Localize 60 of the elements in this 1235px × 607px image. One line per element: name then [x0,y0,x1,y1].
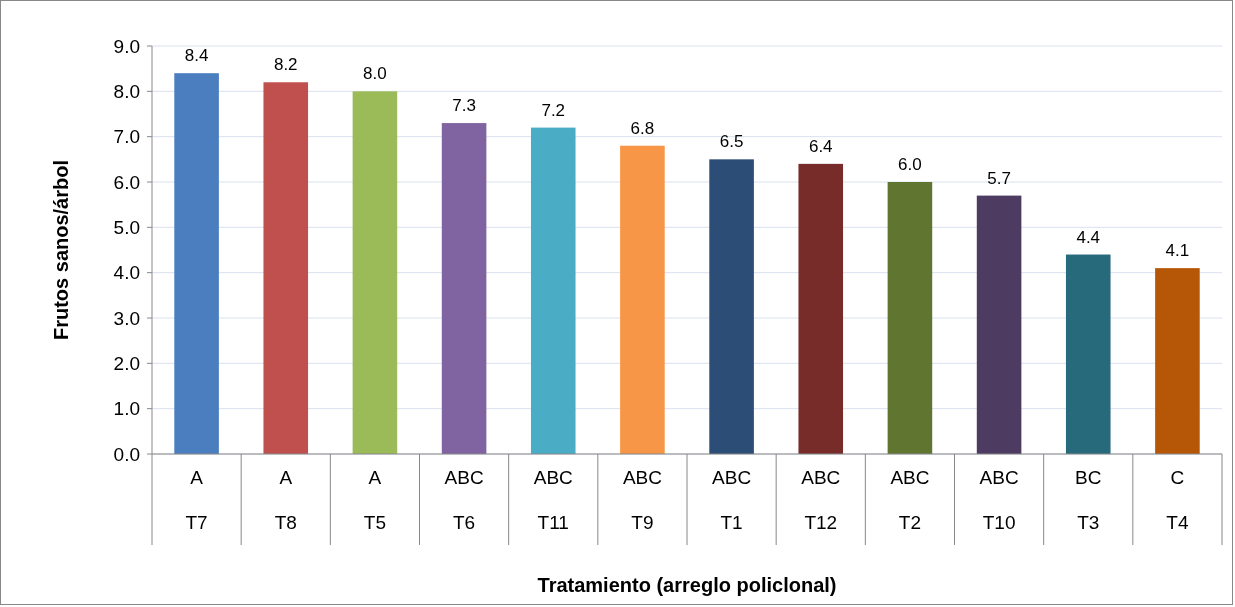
y-tick-label: 1.0 [113,398,140,420]
x-tick-label: T1 [720,511,743,533]
y-tick-label: 2.0 [113,352,140,374]
x-tick-label: T10 [982,511,1016,533]
data-label: 6.4 [808,136,833,156]
y-tick-label: 9.0 [113,35,140,57]
data-label: 7.3 [452,96,476,116]
text: A [190,466,204,488]
bar [1065,254,1111,454]
bar [352,91,398,454]
x-tick-label: T11 [537,511,569,533]
bar [441,123,487,454]
data-label: 5.7 [987,168,1011,188]
data-label: 7.2 [541,100,566,120]
data-label: 8.2 [273,55,298,75]
y-axis-title: Frutos sanos/árbol [50,159,72,341]
y-tick-label: 4.0 [113,262,140,284]
text: ABC [533,466,573,488]
bar [1155,268,1200,454]
bar [620,145,665,454]
y-tick-label: 7.0 [113,126,140,148]
text: ABC [801,466,841,488]
x-tick-label: T2 [898,511,922,533]
bar [798,163,844,454]
x-axis-title: Tratamiento (arreglo policlonal) [537,574,837,596]
text: ABC [979,466,1019,488]
bar [530,127,576,454]
y-tick-label: 3.0 [113,307,140,329]
bar [263,82,309,454]
x-tick-label: T5 [363,511,387,533]
text: ABC [890,466,930,488]
x-tick-label: T4 [1166,511,1189,533]
x-tick-label: T3 [1077,511,1100,533]
y-tick-label: 0.0 [113,443,140,465]
data-label: 6.0 [898,155,922,174]
y-tick-label: 8.0 [113,80,140,102]
y-tick-label: 6.0 [113,171,140,193]
data-label: 8.0 [363,64,387,84]
x-tick-label: T12 [804,511,838,533]
data-label: 4.4 [1076,227,1101,247]
text: ABC [622,466,662,488]
text: A [279,466,293,488]
bar [174,73,219,454]
data-label: 6.8 [630,118,655,138]
y-tick-label: 5.0 [113,216,140,238]
data-label: 8.4 [184,46,209,66]
text: ABC [712,466,752,488]
x-tick-label: T9 [631,511,654,533]
text: A [368,466,382,488]
data-label: 6.5 [719,132,744,152]
text: C [1170,466,1185,488]
data-label: 4.1 [1165,241,1190,261]
bar [709,159,754,454]
bar [976,195,1022,454]
x-tick-label: T6 [452,511,476,533]
x-tick-label: T8 [274,511,297,533]
bar [887,182,933,454]
text: BC [1075,466,1102,488]
x-tick-label: T7 [185,511,208,533]
text: ABC [444,466,484,488]
